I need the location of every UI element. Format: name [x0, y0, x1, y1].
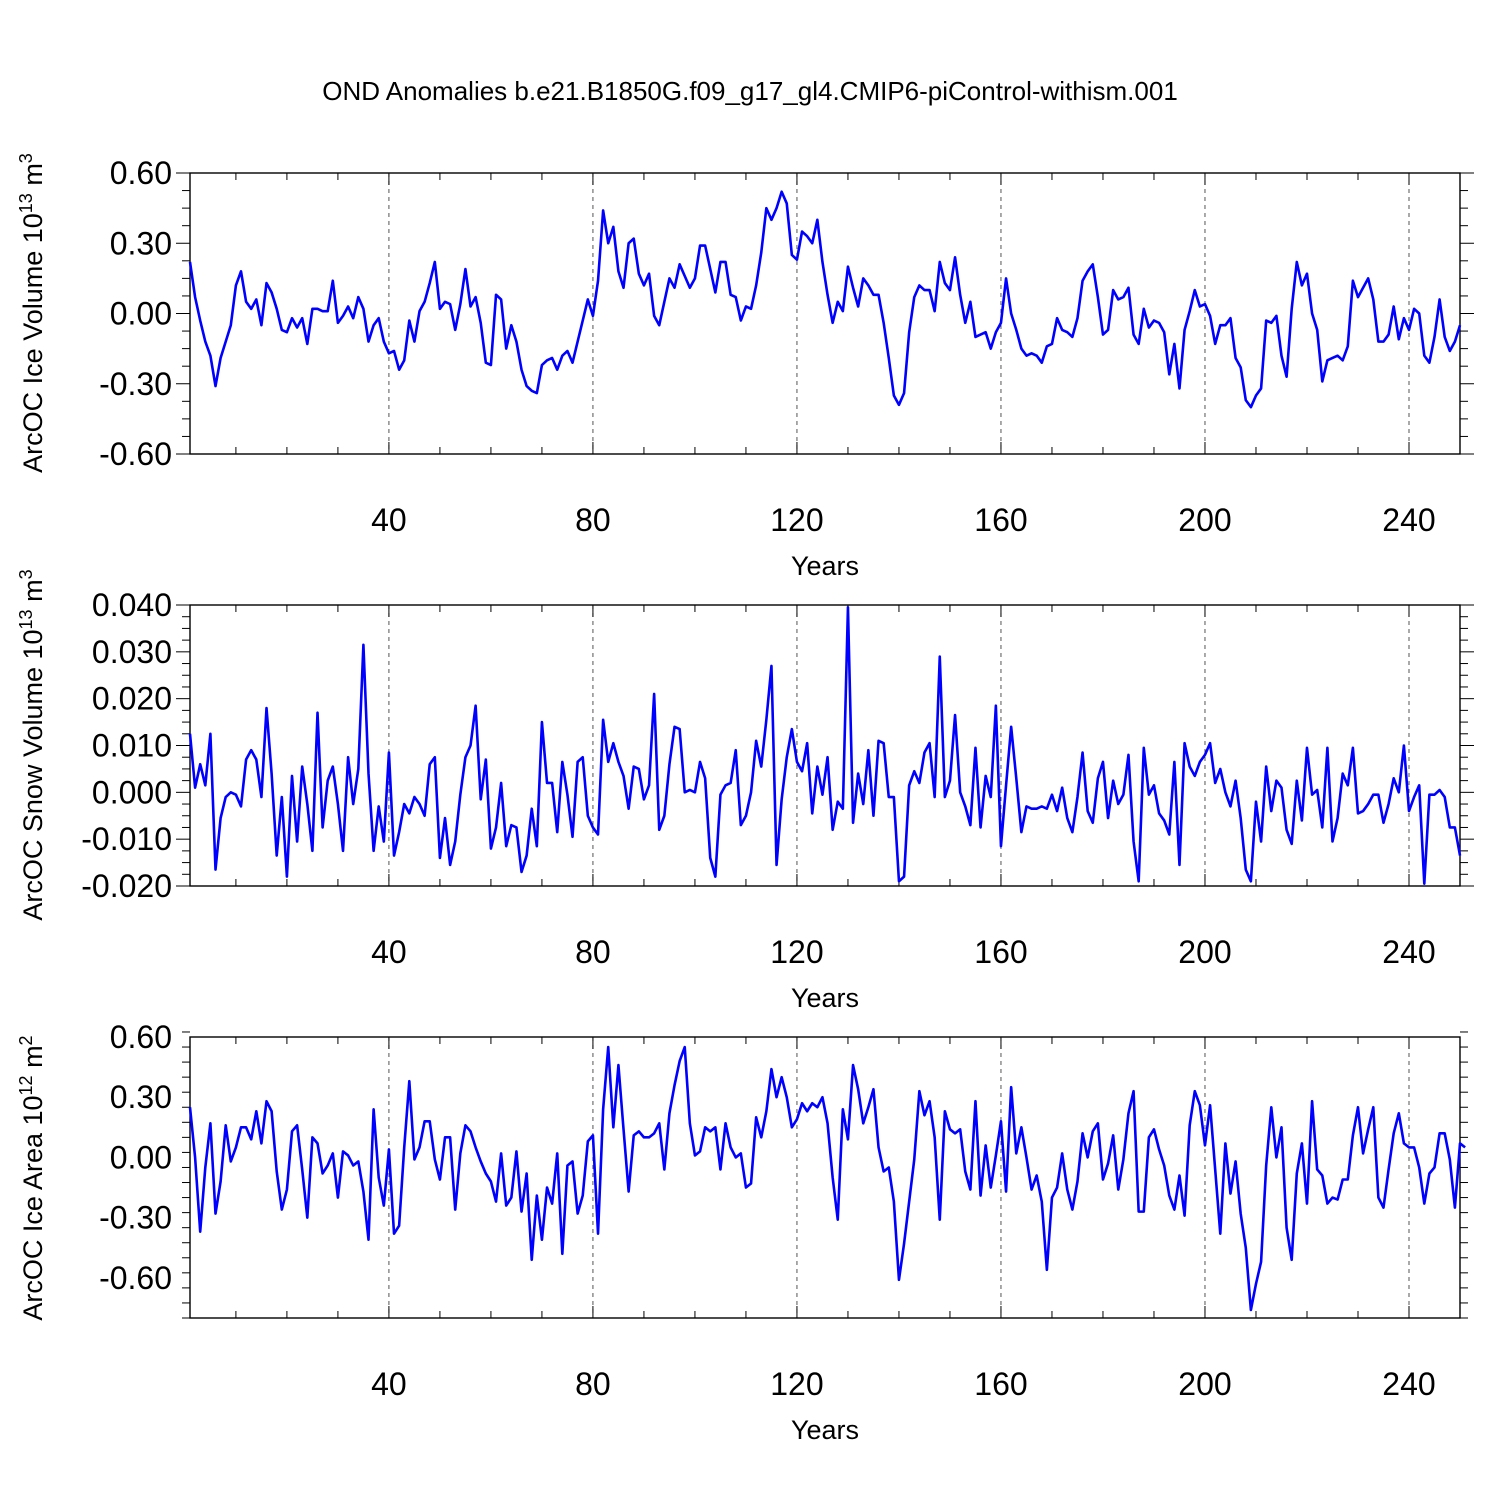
plot-frame [189, 172, 1461, 455]
y-axis-label-main: ArcOC Ice Area 10 [18, 1095, 48, 1320]
x-tick-label: 160 [974, 502, 1027, 538]
plot-frame [189, 604, 1461, 887]
x-tick-label: 40 [371, 1366, 407, 1402]
x-tick-label: 80 [575, 934, 611, 970]
y-tick-label: 0.000 [92, 774, 172, 810]
x-tick-label: 200 [1178, 1366, 1231, 1402]
y-tick-label: -0.020 [81, 868, 172, 904]
x-tick-label: 40 [371, 934, 407, 970]
series-line [188, 1045, 1466, 1312]
y-axis-label-unit-exponent: 2 [16, 1035, 36, 1045]
x-tick-label: 240 [1382, 1366, 1435, 1402]
y-axis-label-unit: m [18, 1045, 48, 1075]
panel-ice-area: -0.60 -0.30 0.00 0.30 0.60 40 80 120 160 200 240 Ye… [16, 1019, 1468, 1445]
y-axis-label-unit: m [18, 579, 48, 609]
y-tick-label: -0.010 [81, 821, 172, 857]
y-axis-label: ArcOC Ice Area 1012 m2 [16, 1035, 48, 1320]
y-axis-label-unit-exponent: 3 [16, 153, 36, 163]
x-tick-label: 80 [575, 502, 611, 538]
x-tick-label: 120 [770, 934, 823, 970]
x-tick-label: 80 [575, 1366, 611, 1402]
y-tick-label: -0.30 [99, 1200, 172, 1236]
series-line [188, 190, 1462, 409]
y-tick-label: 0.00 [110, 296, 172, 332]
y-axis-label-unit-exponent: 3 [16, 569, 36, 579]
y-tick-label: 0.040 [92, 587, 172, 623]
y-axis-label: ArcOC Snow Volume 1013 m3 [16, 569, 48, 920]
panel-ice-volume: -0.60 -0.30 0.00 0.30 0.60 40 80 120 160 200 240 Ye… [16, 153, 1474, 581]
y-axis-label-main: ArcOC Ice Volume 10 [18, 213, 48, 473]
y-tick-label: -0.60 [99, 1260, 172, 1296]
series-line [188, 606, 1462, 885]
page-title: OND Anomalies b.e21.B1850G.f09_g17_gl4.C… [322, 76, 1178, 106]
x-tick-label: 40 [371, 502, 407, 538]
x-tick-label: 240 [1382, 934, 1435, 970]
y-axis-label-exponent: 13 [16, 193, 36, 213]
x-axis-label: Years [791, 551, 859, 581]
x-tick-label: 160 [974, 1366, 1027, 1402]
y-tick-label: -0.30 [99, 366, 172, 402]
plot-frame [189, 1036, 1461, 1319]
y-tick-label: -0.60 [99, 436, 172, 472]
y-tick-label: 0.00 [110, 1139, 172, 1175]
y-axis-label-exponent: 13 [16, 609, 36, 629]
y-tick-label: 0.020 [92, 681, 172, 717]
y-tick-label: 0.30 [110, 1079, 172, 1115]
y-axis-label-unit: m [18, 163, 48, 193]
x-axis-label: Years [791, 983, 859, 1013]
y-axis-label-main: ArcOC Snow Volume 10 [18, 629, 48, 920]
x-tick-label: 200 [1178, 934, 1231, 970]
x-axis-label: Years [791, 1415, 859, 1445]
y-tick-label: 0.30 [110, 225, 172, 261]
y-axis-label-exponent: 12 [16, 1075, 36, 1095]
x-tick-label: 240 [1382, 502, 1435, 538]
x-tick-label: 200 [1178, 502, 1231, 538]
y-tick-label: 0.60 [110, 155, 172, 191]
y-axis-label: ArcOC Ice Volume 1013 m3 [16, 153, 48, 473]
x-tick-label: 120 [770, 1366, 823, 1402]
x-tick-label: 120 [770, 502, 823, 538]
y-tick-label: 0.60 [110, 1019, 172, 1055]
y-tick-label: 0.010 [92, 728, 172, 764]
x-tick-label: 160 [974, 934, 1027, 970]
panel-snow-volume: -0.020 -0.010 0.000 0.010 0.020 0.030 0.040 40 8… [16, 569, 1474, 1013]
y-tick-label: 0.030 [92, 634, 172, 670]
